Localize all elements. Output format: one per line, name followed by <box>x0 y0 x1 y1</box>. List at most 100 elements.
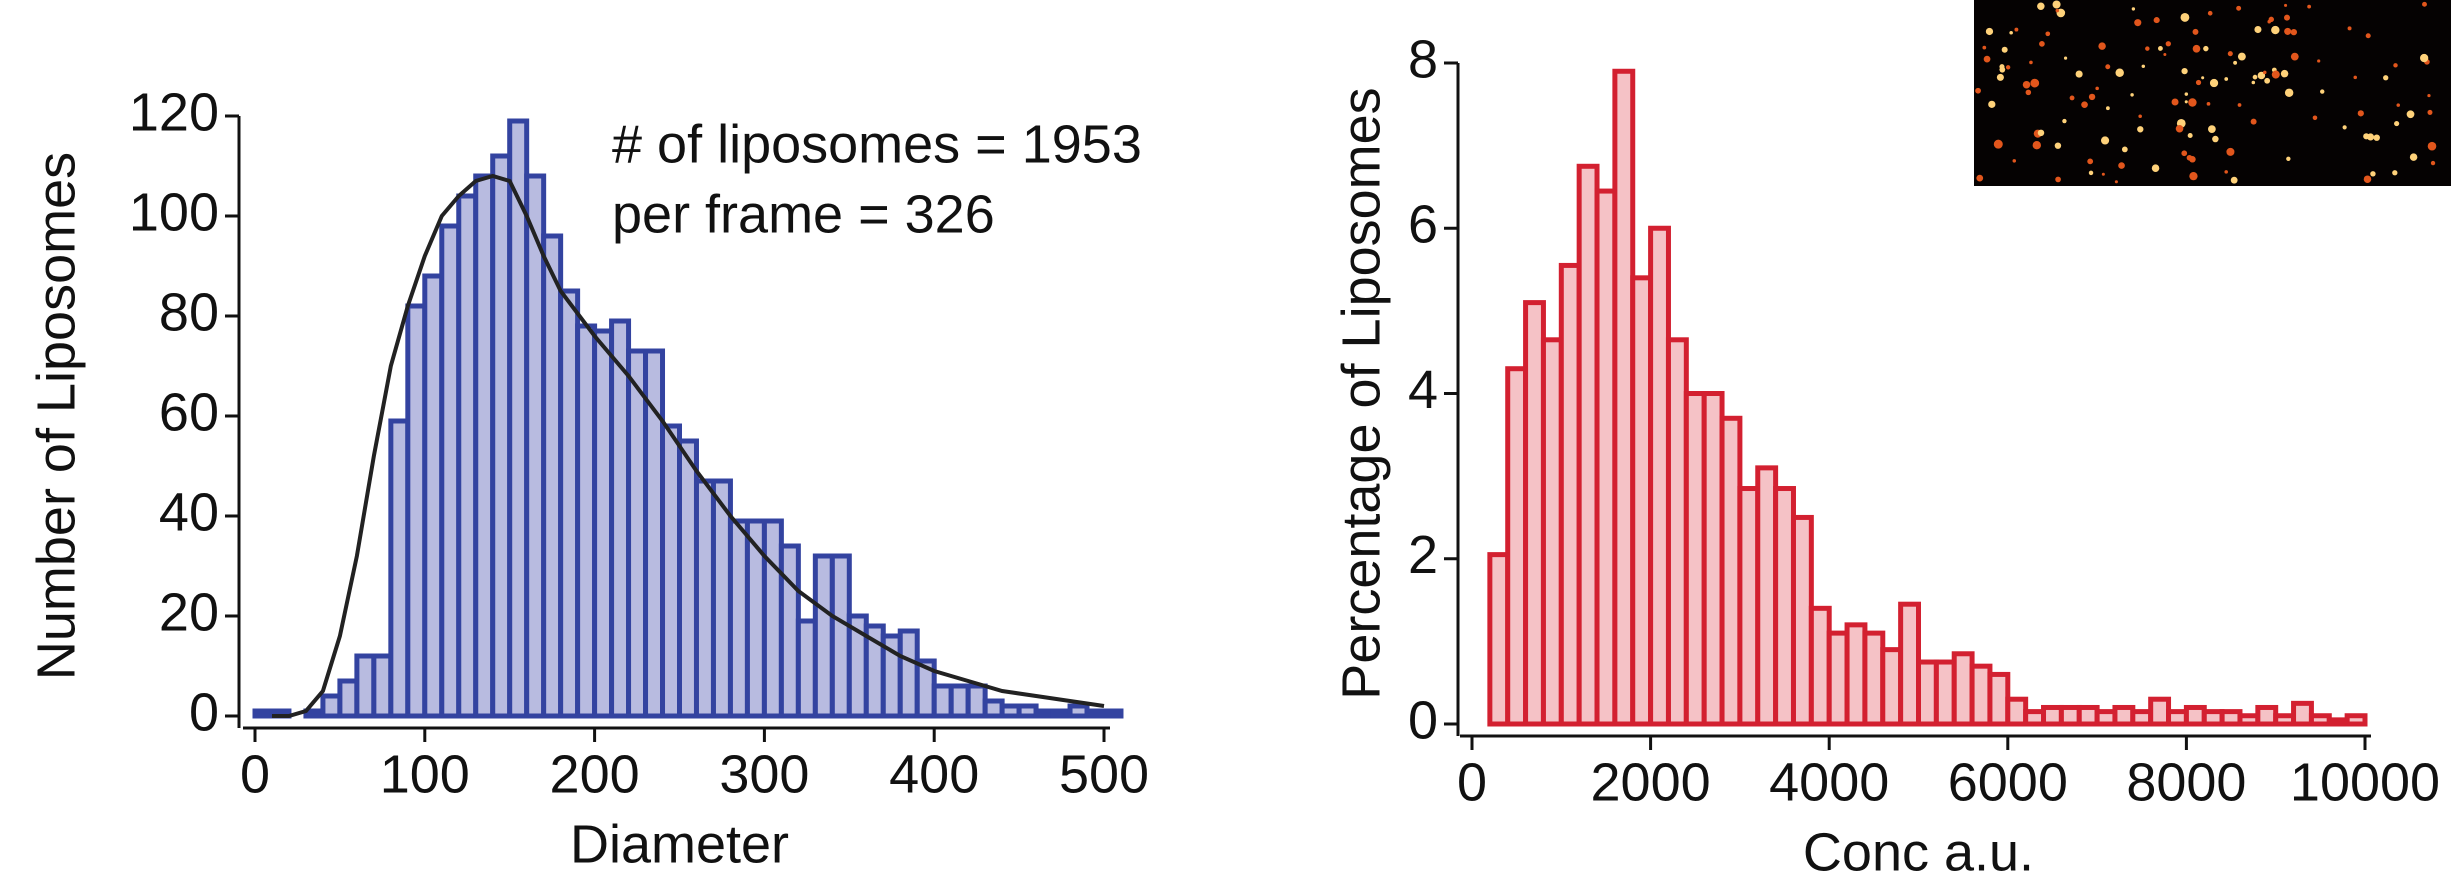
spot <box>2181 150 2188 157</box>
spot <box>2290 52 2299 61</box>
spot <box>2383 75 2389 81</box>
bar <box>609 318 632 719</box>
bar <box>948 683 971 719</box>
spot <box>2130 93 2134 97</box>
bar <box>2166 709 2189 727</box>
bar <box>1844 622 1868 727</box>
spot <box>2307 4 2312 9</box>
spot <box>2347 26 2352 31</box>
inset-image <box>1974 0 2451 186</box>
spot <box>2180 13 2190 22</box>
bar <box>761 518 784 719</box>
spot <box>2396 103 2400 107</box>
spot <box>2045 31 2051 37</box>
bar <box>1987 671 2011 727</box>
bar <box>252 708 275 719</box>
spot <box>2284 3 2288 7</box>
bar <box>812 553 835 719</box>
y-tick-label: 0 <box>1408 690 1438 750</box>
bar <box>1630 275 1654 727</box>
spot <box>2186 154 2193 161</box>
bar <box>965 683 988 719</box>
bar <box>1719 415 1743 727</box>
spot <box>2037 2 2045 11</box>
bar <box>1648 225 1671 727</box>
spot <box>2365 33 2371 39</box>
bar <box>1898 601 1922 727</box>
spot <box>2039 40 2045 47</box>
bar <box>2344 713 2368 727</box>
spot <box>2286 156 2291 161</box>
bar <box>1701 391 1725 727</box>
spot <box>2208 125 2216 133</box>
spot <box>2317 59 2321 63</box>
y-tick-label: 2 <box>1408 525 1438 585</box>
spot <box>1988 100 1996 108</box>
bar <box>1773 486 1796 727</box>
spot <box>2075 70 2083 78</box>
bar <box>2094 709 2118 727</box>
y-tick-label: 100 <box>129 182 219 242</box>
spot <box>2118 162 2125 169</box>
spot <box>2224 170 2228 174</box>
bar <box>439 223 462 719</box>
spot <box>2233 60 2238 65</box>
x-tick-label: 300 <box>719 744 809 804</box>
spot <box>2181 68 2188 75</box>
spot <box>2157 46 2163 51</box>
bar <box>2058 704 2082 727</box>
spot <box>2393 63 2398 68</box>
bar <box>1033 708 1056 719</box>
spot <box>2037 129 2045 137</box>
bar <box>2201 709 2225 727</box>
bar <box>388 418 411 719</box>
bar <box>2005 696 2029 727</box>
x-tick-label: 2000 <box>1591 752 1711 812</box>
spot <box>2252 74 2258 80</box>
bar <box>2273 713 2297 727</box>
spot <box>2187 133 2193 139</box>
spot <box>2263 70 2267 75</box>
spot <box>2025 89 2032 96</box>
x-tick-label: 0 <box>1457 752 1487 812</box>
spot <box>2209 78 2219 88</box>
spot <box>2151 164 2160 172</box>
bar <box>660 423 683 719</box>
inset-spots <box>1975 0 2437 184</box>
spot <box>2250 118 2257 125</box>
spot <box>2101 172 2105 176</box>
x-tick-label: 100 <box>380 744 470 804</box>
bar <box>1826 630 1850 727</box>
bar <box>2219 709 2243 727</box>
spot <box>1993 139 2003 149</box>
spot <box>2226 147 2235 156</box>
spot <box>2163 53 2167 57</box>
spot <box>2014 27 2019 32</box>
spot <box>2095 86 2099 91</box>
spot <box>2370 171 2376 177</box>
spot <box>2257 71 2266 80</box>
bar <box>2041 704 2064 727</box>
bar <box>2130 709 2154 727</box>
annotation: # of liposomes = 1953 <box>612 114 1142 174</box>
bar <box>2291 700 2314 727</box>
spot <box>2114 180 2118 184</box>
bar <box>2023 709 2047 727</box>
spot <box>2430 160 2436 166</box>
spot <box>2284 27 2292 35</box>
bar <box>490 153 513 719</box>
bar <box>1951 651 1975 727</box>
spot <box>2153 17 2160 24</box>
spot <box>2284 14 2290 21</box>
spot <box>1982 45 1987 50</box>
spot <box>2373 134 2380 141</box>
y-tick-label: 8 <box>1408 29 1438 89</box>
spot <box>2201 76 2205 80</box>
bar <box>1755 465 1779 727</box>
bar <box>931 683 954 719</box>
fit-curve <box>271 173 1105 718</box>
spot <box>2189 171 2198 181</box>
x-tick-label: 6000 <box>1948 752 2068 812</box>
bar <box>2237 713 2261 727</box>
